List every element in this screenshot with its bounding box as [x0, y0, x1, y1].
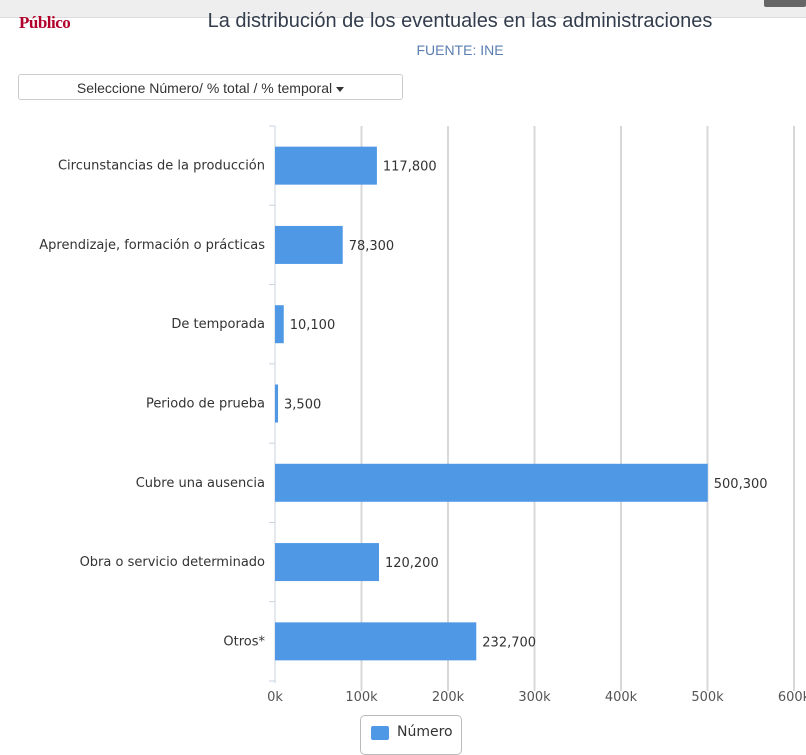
chart-source: FUENTE: INE	[416, 42, 504, 58]
legend-item-numero[interactable]: Número	[360, 715, 462, 755]
bar	[275, 225, 343, 264]
category-label: Otros*	[223, 634, 265, 649]
x-tick-label: 300k	[518, 690, 551, 705]
top-bar	[0, 0, 806, 18]
data-label: 3,500	[284, 398, 321, 413]
data-label: 78,300	[349, 239, 395, 254]
data-label: 500,300	[714, 477, 768, 492]
category-label: Cubre una ausencia	[136, 476, 265, 491]
category-label: Circunstancias de la producción	[58, 159, 265, 174]
legend-swatch	[371, 726, 389, 740]
category-label: Obra o servicio determinado	[80, 555, 265, 570]
bar	[275, 146, 377, 185]
legend-label: Número	[397, 724, 453, 740]
x-tick-label: 500k	[691, 690, 724, 705]
chart-title: La distribución de los eventuales en las…	[207, 10, 713, 32]
data-label: 10,100	[290, 318, 336, 333]
category-label: Periodo de prueba	[146, 397, 265, 412]
data-label: 232,700	[482, 635, 536, 650]
data-label: 117,800	[383, 160, 437, 175]
bar	[275, 305, 284, 344]
x-tick-label: 100k	[345, 690, 378, 705]
x-tick-label: 400k	[605, 690, 638, 705]
x-tick-label: 600k	[778, 690, 806, 705]
publico-logo: Público	[19, 13, 71, 32]
bar	[275, 384, 279, 423]
caret-down-icon	[336, 86, 345, 92]
x-tick-label: 0k	[267, 690, 283, 705]
bar	[275, 543, 379, 582]
top-bar-button[interactable]	[764, 0, 806, 7]
data-label: 120,200	[385, 556, 439, 571]
category-label: Aprendizaje, formación o prácticas	[39, 238, 265, 253]
metric-selector-label: Seleccione Número/ % total / % temporal	[76, 80, 333, 96]
bar	[275, 463, 708, 502]
x-tick-label: 200k	[432, 690, 465, 705]
bar	[275, 622, 477, 661]
category-label: De temporada	[171, 317, 265, 332]
metric-selector[interactable]: Seleccione Número/ % total / % temporal	[18, 74, 403, 100]
